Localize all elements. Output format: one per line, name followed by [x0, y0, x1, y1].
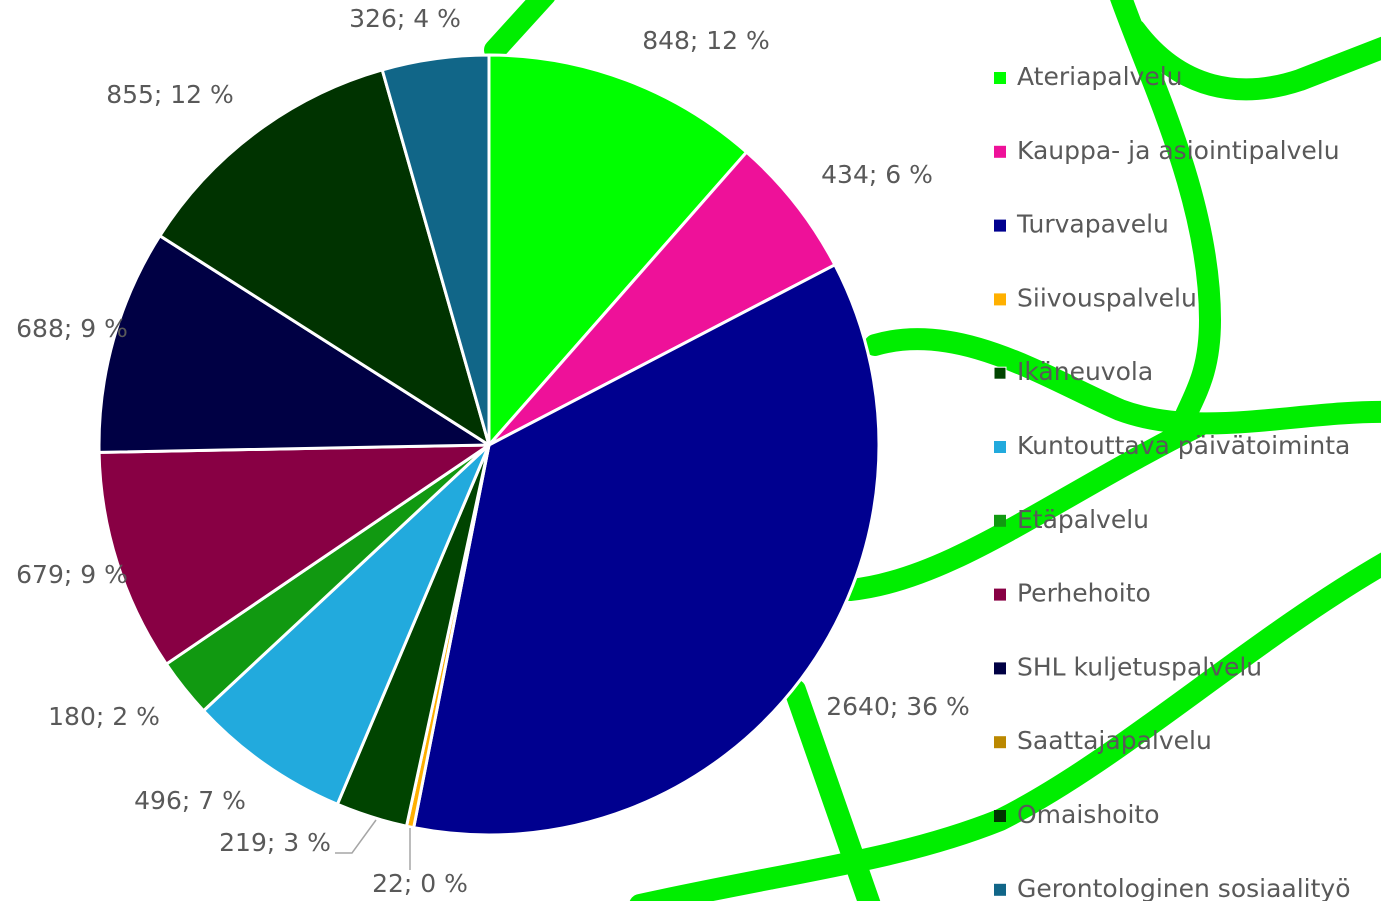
legend-swatch	[993, 366, 1007, 380]
data-label: 848; 12 %	[642, 26, 770, 55]
legend-swatch	[994, 662, 1006, 675]
legend-label: Omaishoito	[1017, 800, 1160, 829]
legend-swatch	[994, 441, 1006, 453]
legend-label: Etäpalvelu	[1017, 505, 1149, 534]
legend-swatch	[994, 219, 1006, 232]
pie-slice	[487, 53, 749, 447]
legend-label: Ikäneuvola	[1017, 357, 1153, 386]
pie-slice	[412, 263, 881, 837]
data-labels: 848; 12 % 434; 6 % 2640; 36 % 22; 0 % 219; 3…	[16, 4, 970, 898]
legend-swatch	[994, 810, 1006, 822]
data-label: 326; 4 %	[349, 4, 461, 33]
pie-slice	[158, 68, 491, 447]
pie-slice	[487, 150, 837, 447]
legend-swatch	[994, 883, 1006, 896]
data-label: 855; 12 %	[106, 80, 234, 109]
legend-label: Perhehoito	[1017, 579, 1151, 608]
leader-line	[335, 819, 377, 854]
data-label: 434; 6 %	[821, 160, 933, 189]
pie	[97, 53, 881, 837]
data-label: 180; 2 %	[48, 702, 160, 731]
legend-label: Gerontologinen sosiaalityö	[1017, 874, 1351, 901]
legend-swatch	[994, 588, 1006, 601]
legend-label: Saattajapalvelu	[1017, 726, 1212, 755]
data-label: 2640; 36 %	[826, 692, 970, 721]
legend-swatch	[994, 145, 1006, 158]
legend-label: Siivouspalvelu	[1017, 283, 1197, 312]
pie-slice	[97, 234, 491, 454]
pie-slice	[97, 443, 491, 666]
legend-label: Turvapavelu	[1016, 210, 1169, 239]
data-label: 679; 9 %	[16, 560, 128, 589]
pie-slice	[202, 443, 491, 806]
leader-lines	[335, 819, 411, 870]
legend-swatch	[994, 72, 1006, 84]
data-label: 22; 0 %	[372, 869, 468, 898]
legend-swatch	[994, 293, 1006, 306]
pie-slice	[380, 53, 491, 447]
legend-swatch	[994, 736, 1006, 749]
legend-label: Kauppa- ja asiointipalvelu	[1017, 136, 1340, 165]
legend-label: SHL kuljetuspalvelu	[1017, 652, 1262, 681]
legend-label: Kuntouttava päivätoiminta	[1017, 431, 1350, 460]
data-label: 688; 9 %	[16, 314, 128, 343]
data-label: 496; 7 %	[134, 786, 246, 815]
legend-swatch	[994, 514, 1006, 527]
legend-label: Ateriapalvelu	[1017, 62, 1183, 91]
legend: Ateriapalvelu Kauppa- ja asiointipalvelu T…	[993, 62, 1351, 901]
data-label: 219; 3 %	[219, 828, 331, 857]
